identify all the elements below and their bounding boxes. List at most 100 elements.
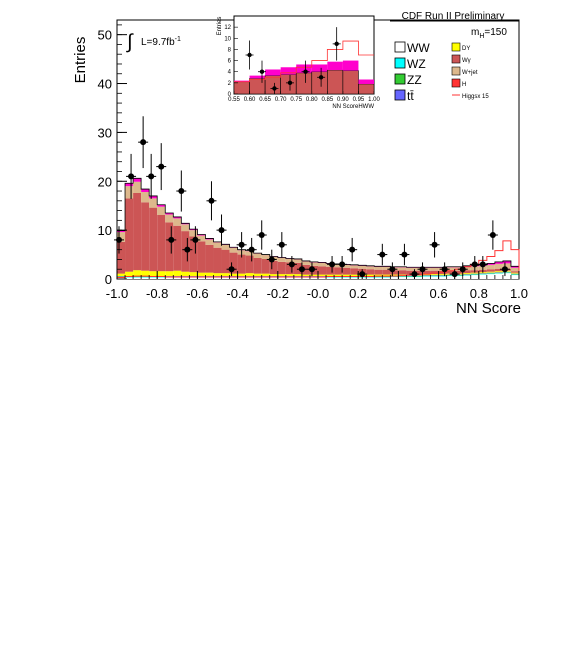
stack-bar-ww-0	[117, 277, 126, 279]
stack-bar-w-37	[414, 270, 423, 275]
y-axis-title: Entries	[72, 37, 89, 84]
main-plot: -1.0 -0.8 -0.6 -0.4 -0.2 -0.0 0.2 0.4 0.6 0.8 1.0 …	[98, 19, 528, 301]
inset-background-bar-1	[249, 78, 266, 95]
stack-bar-ww-27	[334, 277, 343, 279]
data-point-16	[276, 232, 287, 258]
stack-bar-ww-23	[301, 277, 310, 279]
data-point-29	[429, 232, 440, 258]
stack-bar-wjet-10	[197, 235, 206, 242]
inset-signal-group	[234, 40, 374, 83]
data-point-11	[226, 262, 237, 277]
data-point-1	[126, 153, 137, 199]
stack-bar-ww-11	[205, 277, 214, 279]
stack-bar-wjet-12	[213, 242, 222, 248]
data-point-15	[266, 249, 277, 270]
x-tick-label-6: 0.2	[349, 286, 367, 301]
stack-bar-h-48	[502, 260, 511, 264]
stack-bar-wjet-31	[366, 266, 375, 270]
stack-bar-ww-20	[277, 277, 286, 279]
inset-x-tick-group: 0.55 0.60 0.65 0.70 0.75 0.80 0.85 0.90 0.95 1.00	[228, 91, 380, 103]
stack-bar-w-36	[406, 270, 415, 275]
stack-bar-wjet-8	[181, 224, 190, 232]
stack-bar-dy-32	[374, 274, 383, 277]
stack-bar-w-4	[149, 207, 158, 272]
data-point-21	[337, 256, 348, 273]
inset-stack-group	[233, 60, 375, 95]
x-tick-label-7: 0.4	[389, 286, 407, 301]
inset-higgs-band-8	[358, 79, 374, 84]
stack-bar-wjet-41	[446, 267, 455, 271]
inset-data-group	[245, 27, 341, 94]
stack-bar-w-35	[398, 270, 407, 275]
data-point-20	[327, 256, 338, 273]
stack-bar-h-7	[173, 216, 182, 219]
stack-bar-wjet-0	[117, 232, 126, 242]
stack-bar-dy-40	[438, 274, 447, 276]
stack-bar-wjet-22	[293, 259, 302, 263]
stack-bar-wjet-11	[205, 239, 214, 245]
data-point-35	[487, 220, 498, 250]
legend-label-right-3: H	[462, 82, 466, 88]
inset-y-tick-group: 0 2 4 6 8 10 12	[224, 25, 238, 98]
stack-bar-ww-2	[133, 277, 142, 279]
data-point-13	[246, 237, 257, 262]
x-tick-label-4: -0.2	[267, 286, 289, 301]
stack-bar-w-9	[189, 236, 198, 273]
stack-bar-ww-22	[293, 277, 302, 279]
stack-bar-dy-23	[301, 274, 310, 277]
inset-y-tick-label-2: 4	[228, 70, 232, 76]
inset-x-tick-label-4: 0.75	[290, 97, 302, 103]
stack-bar-dy-26	[326, 274, 335, 277]
stack-bar-dy-19	[269, 274, 278, 277]
stack-bar-dy-3	[141, 270, 150, 277]
legend-label-left-0: WW	[407, 41, 430, 55]
legend: WW WZ ZZ tt̄ DY Wγ W+jet H Higgsx 15	[391, 38, 515, 103]
stack-bar-w-33	[382, 269, 391, 275]
data-point-36	[499, 262, 510, 277]
inset-higgs-band-7	[342, 60, 359, 71]
stack-bar-ww-24	[309, 277, 318, 279]
stack-bar-dy-20	[277, 274, 286, 277]
stack-bar-wjet-23	[301, 261, 310, 265]
stack-bar-dy-14	[229, 273, 238, 277]
data-point-2	[138, 116, 149, 169]
stack-bar-dy-7	[173, 270, 182, 277]
stack-bar-w-29	[350, 268, 359, 275]
data-point-19	[306, 262, 317, 277]
legend-swatch-left-3	[394, 89, 406, 101]
stack-bar-ww-49	[510, 275, 519, 279]
stack-bar-w-14	[229, 252, 238, 274]
data-point-32	[457, 262, 468, 277]
stack-bar-dy-46	[486, 271, 495, 273]
stack-bar-h-49	[510, 266, 519, 268]
inset-higgs-band-3	[280, 67, 297, 75]
stack-bar-wjet-2	[133, 181, 142, 193]
data-point-22	[347, 237, 358, 262]
stack-bar-ww-44	[470, 275, 479, 279]
data-point-4	[156, 143, 167, 191]
stack-bar-dy-8	[181, 271, 190, 277]
data-point-10	[216, 214, 227, 246]
stack-bar-dy-39	[430, 274, 439, 276]
stack-bar-wjet-24	[309, 262, 318, 266]
stack-bar-h-11	[205, 238, 214, 240]
data-point-28	[417, 262, 428, 277]
data-point-34	[477, 256, 488, 273]
stack-bar-w-15	[237, 254, 246, 274]
data-point-18	[296, 262, 307, 277]
stack-bar-dy-45	[478, 272, 487, 274]
stack-bar-ww-21	[285, 277, 294, 279]
stack-bar-w-26	[326, 266, 335, 275]
stack-bar-dy-47	[494, 271, 503, 273]
inset-x-axis-title: NN ScoreHWW	[332, 104, 374, 110]
stack-bar-dy-10	[197, 272, 206, 277]
stack-bar-wjet-6	[165, 214, 174, 223]
stack-bar-dy-24	[309, 274, 318, 277]
inset-x-tick-label-2: 0.65	[259, 97, 271, 103]
inset-data-point-4	[301, 60, 310, 83]
stack-bar-ww-46	[486, 274, 495, 279]
stack-bar-ww-48	[502, 273, 511, 279]
stack-bar-ww-8	[181, 277, 190, 279]
stack-bar-ww-3	[141, 277, 150, 279]
